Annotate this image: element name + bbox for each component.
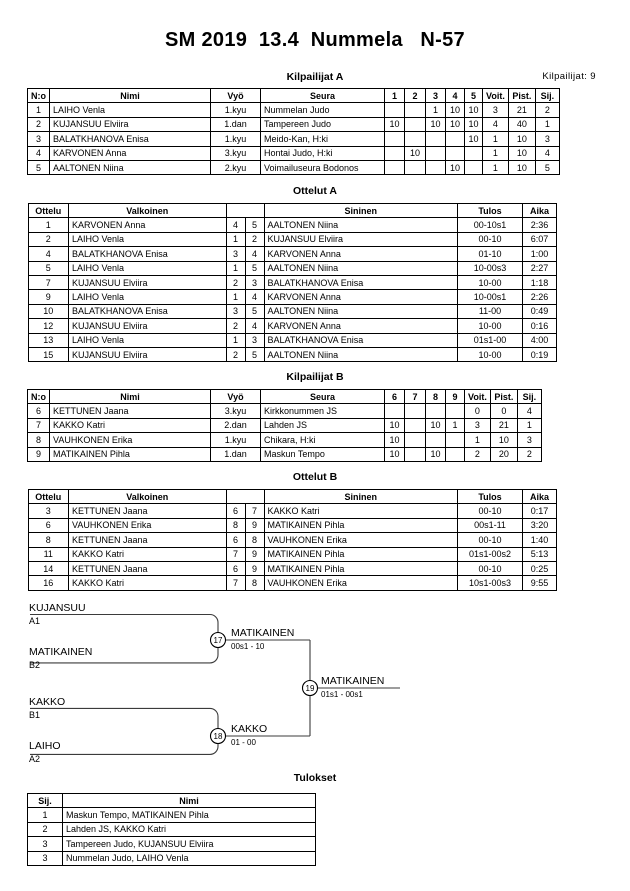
svg-text:18: 18 <box>214 732 223 741</box>
svg-text:17: 17 <box>214 636 223 645</box>
svg-text:19: 19 <box>306 684 315 693</box>
